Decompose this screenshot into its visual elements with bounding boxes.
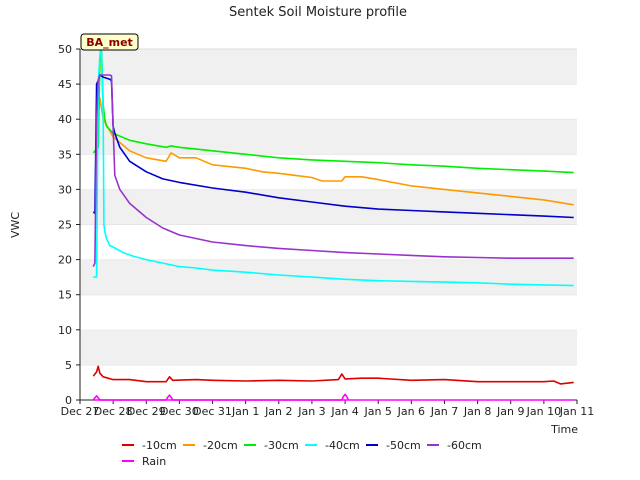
y-tick-label: 25 (58, 219, 72, 232)
y-tick-label: 50 (58, 43, 72, 56)
y-axis-label: VWC (9, 212, 22, 238)
y-tick-label: 30 (58, 183, 72, 196)
y-tick-label: 40 (58, 113, 72, 126)
y-tick-label: 10 (58, 324, 72, 337)
station-badge: BA_met (80, 33, 139, 51)
x-tick-label: Dec 30 (160, 405, 199, 418)
grid-band (80, 259, 577, 295)
x-tick-label: Jan 4 (330, 405, 358, 418)
legend-label: -20cm (203, 439, 238, 452)
legend-label: -50cm (386, 439, 421, 452)
x-tick-label: Dec 27 (61, 405, 100, 418)
series-line-10cm (92, 365, 574, 385)
grid-band (80, 84, 577, 120)
legend-label: -30cm (264, 439, 299, 452)
x-tick-label: Jan 2 (264, 405, 292, 418)
legend-label: -10cm (142, 439, 177, 452)
grid-band (80, 189, 577, 225)
x-tick-label: Dec 28 (94, 405, 133, 418)
x-tick-label: Jan 10 (526, 405, 561, 418)
chart-title: Sentek Soil Moisture profile (229, 5, 407, 20)
x-tick-label: Jan 9 (496, 405, 524, 418)
grid-band (80, 49, 577, 85)
grid-band (80, 224, 577, 260)
y-tick-label: 35 (58, 148, 72, 161)
legend-label: -40cm (325, 439, 360, 452)
y-tick-label: 0 (65, 394, 72, 407)
x-tick-label: Jan 5 (363, 405, 391, 418)
series-lines (92, 48, 574, 401)
series-line-20cm (95, 97, 574, 206)
x-tick-label: Dec 31 (193, 405, 232, 418)
x-tick-label: Jan 8 (463, 405, 491, 418)
grid-band (80, 294, 577, 330)
y-tick-label: 5 (65, 359, 72, 372)
x-tick-label: Jan 1 (231, 405, 259, 418)
x-axis-label: Time (550, 423, 578, 436)
grid-bands (80, 48, 577, 400)
series-line-rain (92, 393, 350, 401)
series-line-40cm (93, 48, 574, 287)
grid-band (80, 329, 577, 365)
station-badge-label: BA_met (86, 36, 133, 49)
legend-label: Rain (142, 455, 166, 468)
x-tick-label: Jan 6 (397, 405, 425, 418)
x-tick-label: Jan 7 (430, 405, 458, 418)
series-line-60cm (92, 74, 574, 267)
x-tick-label: Dec 29 (127, 405, 166, 418)
y-ticks: 0 5 10 15 20 25 30 35 40 45 50 (58, 43, 80, 407)
grid-band (80, 119, 577, 155)
y-tick-label: 20 (58, 254, 72, 267)
x-tick-label: Jan 3 (297, 405, 325, 418)
x-tick-label: Jan 11 (559, 405, 594, 418)
y-tick-label: 45 (58, 78, 72, 91)
y-tick-label: 15 (58, 289, 72, 302)
legend-label: -60cm (447, 439, 482, 452)
legend: -10cm -20cm -30cm -40cm -50cm -60cm Rain (122, 439, 482, 468)
station-badge-box (80, 33, 139, 51)
